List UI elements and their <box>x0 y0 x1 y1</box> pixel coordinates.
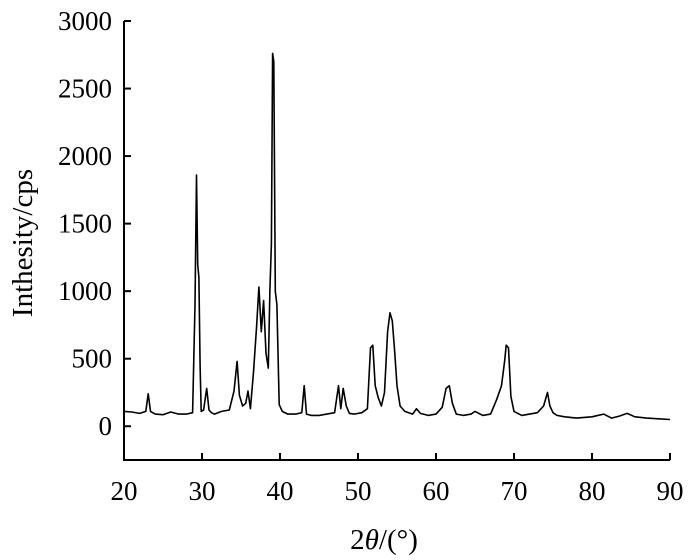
y-tick-label: 1000 <box>58 276 112 306</box>
x-axis-title-prefix: 2 <box>350 524 365 556</box>
x-tick-label: 60 <box>423 476 450 506</box>
x-tick-label: 20 <box>111 476 138 506</box>
y-tick-label: 0 <box>99 411 113 441</box>
x-tick-label: 80 <box>579 476 606 506</box>
y-tick-label: 1500 <box>58 209 112 239</box>
x-axis-title-theta: θ <box>365 524 379 556</box>
y-tick-label: 2500 <box>58 74 112 104</box>
x-tick-label: 40 <box>267 476 294 506</box>
y-tick-label: 3000 <box>58 6 112 36</box>
plot-frame <box>123 21 670 461</box>
x-axis-title: 2θ/(°) <box>350 524 418 556</box>
x-tick-label: 90 <box>657 476 684 506</box>
x-tick-label: 70 <box>501 476 528 506</box>
y-tick-label: 2000 <box>58 141 112 171</box>
x-axis-title-suffix: /(°) <box>379 524 418 556</box>
axis-tick-labels: 20 30 40 50 60 70 80 90 0 500 1000 1500 2000 2500 3000 <box>58 6 684 506</box>
diffraction-pattern-line <box>123 52 671 421</box>
y-axis-title: Inthesity/cps <box>7 169 39 317</box>
y-tick-label: 500 <box>72 344 113 374</box>
x-tick-label: 30 <box>189 476 216 506</box>
axis-ticks <box>123 20 671 460</box>
x-tick-label: 50 <box>345 476 372 506</box>
